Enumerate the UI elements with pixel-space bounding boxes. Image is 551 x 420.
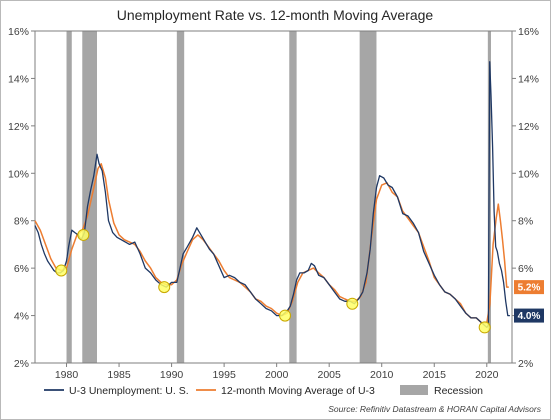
y-tick-label-right: 14% — [518, 73, 539, 85]
recession-bands — [66, 31, 491, 363]
series-line-ma — [34, 163, 509, 324]
y-tick-label-right: 12% — [518, 121, 539, 133]
trough-marker — [158, 281, 171, 294]
end-label-box-ma — [514, 280, 544, 295]
legend-label-u3: U-3 Unemployment: U. S. — [69, 385, 189, 397]
y-tick-label-left: 16% — [8, 26, 29, 38]
series-line-u3 — [34, 61, 510, 329]
y-tick-label-right: 10% — [518, 168, 539, 180]
y-tick-label-left: 10% — [8, 168, 29, 180]
y-tick-label-right: 8% — [518, 216, 533, 228]
trough-marker — [77, 228, 90, 241]
recession-band — [176, 31, 185, 363]
legend-label-recession: Recession — [434, 385, 483, 397]
x-tick-label: 2005 — [318, 369, 342, 381]
recession-band — [289, 31, 297, 363]
y-tick-label-left: 4% — [14, 311, 29, 323]
recession-band — [359, 31, 377, 363]
x-tick-label: 1985 — [107, 369, 131, 381]
trough-marker — [346, 297, 359, 310]
end-value-labels: 5.2% 4.0% — [514, 280, 544, 323]
plot-border — [34, 30, 513, 364]
y-tick-label-right: 6% — [518, 263, 533, 275]
series-lines — [34, 61, 510, 329]
x-tick-label: 1990 — [160, 369, 184, 381]
x-tick-label: 1980 — [55, 369, 79, 381]
y-tick-label-left: 2% — [14, 358, 29, 370]
legend: U-3 Unemployment: U. S. 12-month Moving A… — [44, 385, 483, 397]
axes: 2%2%4%4%6%6%8%8%10%10%12%12%14%14%16%16%… — [8, 26, 539, 381]
end-label-box-u3 — [514, 308, 544, 323]
y-tick-label-left: 14% — [8, 73, 29, 85]
trough-marker — [478, 321, 491, 334]
x-tick-label: 2000 — [265, 369, 289, 381]
end-label-ma: 5.2% — [518, 283, 541, 294]
x-tick-label: 1995 — [212, 369, 236, 381]
trough-marker — [55, 264, 68, 277]
end-label-u3: 4.0% — [518, 311, 541, 322]
legend-label-ma: 12-month Moving Average of U-3 — [221, 385, 375, 397]
y-tick-label-left: 8% — [14, 216, 29, 228]
x-tick-label: 2020 — [475, 369, 499, 381]
trough-marker — [279, 309, 292, 322]
y-tick-label-left: 6% — [14, 263, 29, 275]
legend-swatch-recession — [400, 385, 428, 395]
x-tick-label: 2015 — [423, 369, 447, 381]
source-note: Source: Refinitiv Datastream & HORAN Cap… — [328, 404, 541, 414]
y-tick-label-right: 16% — [518, 26, 539, 38]
recession-band — [66, 31, 72, 363]
chart-title: Unemployment Rate vs. 12-month Moving Av… — [117, 7, 434, 23]
trough-markers — [55, 228, 491, 334]
x-tick-label: 2010 — [370, 369, 394, 381]
y-tick-label-right: 2% — [518, 358, 533, 370]
y-tick-label-left: 12% — [8, 121, 29, 133]
